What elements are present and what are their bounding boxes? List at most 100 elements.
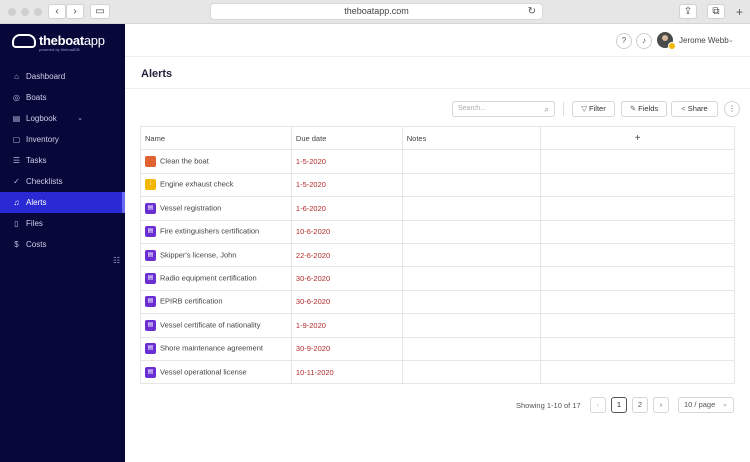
alert-name: Shore maintenance agreement [160, 343, 263, 353]
notes-cell[interactable] [401, 336, 542, 361]
new-tab-icon[interactable]: + [736, 5, 744, 19]
due-date-cell[interactable]: 30-6-2020 [290, 266, 403, 291]
user-name[interactable]: Jerome Webb [679, 36, 729, 45]
notes-cell[interactable] [401, 359, 542, 385]
reload-icon[interactable]: ↻ [527, 6, 536, 17]
chevron-left-icon[interactable]: ‹ [590, 397, 606, 413]
chevron-down-icon[interactable]: ⌄ [728, 37, 734, 44]
collapse-sidebar-icon[interactable]: ☷ [113, 256, 121, 265]
notification-bell-icon[interactable]: ♪ [636, 33, 652, 49]
alert-type-icon: ▤ [145, 296, 156, 308]
due-date-cell[interactable]: 10-6-2020 [290, 219, 403, 244]
due-date-cell[interactable]: 1-5-2020 [290, 149, 403, 174]
window-minimize-dot[interactable] [21, 8, 29, 16]
sidebar-item-tasks[interactable]: ☰ Tasks [0, 150, 125, 171]
sidebar-item-dashboard[interactable]: ⌂ Dashboard [0, 66, 125, 87]
window-close-dot[interactable] [8, 8, 16, 16]
table-row[interactable]: ▤ Vessel registration 1-6-2020 [140, 196, 735, 221]
page-1-button[interactable]: 1 [611, 397, 627, 413]
alert-name: Vessel registration [160, 203, 222, 213]
table-row[interactable]: Clean the boat 1-5-2020 [140, 149, 735, 174]
notes-cell[interactable] [401, 242, 542, 268]
alert-name-cell[interactable]: ⁞ Engine exhaust check [140, 172, 292, 198]
notes-cell[interactable] [401, 219, 542, 244]
table-row[interactable]: ▤ Skipper's license, John 22-6-2020 [140, 242, 735, 268]
due-date-cell[interactable]: 1-6-2020 [290, 196, 403, 221]
column-header-due-date[interactable]: Due date [290, 125, 403, 151]
sidebar-item-inventory[interactable]: ▢ Inventory [0, 129, 125, 150]
sidebar-item-logbook[interactable]: ▤ Logbook ⌄ [0, 108, 125, 129]
table-row[interactable]: ▤ Vessel operational license 10-11-2020 [140, 359, 735, 385]
page-size-select[interactable]: 10 / page ⌄ [678, 397, 734, 413]
window-zoom-dot[interactable] [34, 8, 42, 16]
search-input[interactable]: Search... ⌕ [452, 101, 555, 117]
add-column-icon[interactable]: + [540, 125, 735, 151]
alert-name-cell[interactable]: ▤ Skipper's license, John [140, 242, 292, 268]
notes-cell[interactable] [401, 196, 542, 221]
table-row[interactable]: ▤ Radio equipment certification 30-6-2020 [140, 266, 735, 291]
forward-icon[interactable]: › [66, 4, 84, 19]
table-header-row: Name Due date Notes + [140, 125, 735, 151]
fields-button[interactable]: ✎ Fields [621, 101, 667, 117]
table-row[interactable]: ▤ Fire extinguishers certification 10-6-20… [140, 219, 735, 244]
table-row[interactable]: ⁞ Engine exhaust check 1-5-2020 [140, 172, 735, 198]
alert-name-cell[interactable]: ▤ Radio equipment certification [140, 266, 292, 291]
sidebar-item-costs[interactable]: $ Costs [0, 234, 125, 255]
due-date-cell[interactable]: 22-6-2020 [290, 242, 403, 268]
share-icon[interactable]: ⇪ [679, 4, 697, 19]
notes-cell[interactable] [401, 172, 542, 198]
file-icon: ▯ [14, 219, 19, 228]
empty-cell [540, 219, 735, 244]
logo-subtitle: powered by theboatDB [39, 47, 80, 52]
sidebar-item-checklists[interactable]: ✓ Checklists [0, 171, 125, 192]
notes-cell[interactable] [401, 266, 542, 291]
column-header-name[interactable]: Name [140, 125, 292, 151]
column-header-notes[interactable]: Notes [401, 125, 542, 151]
help-icon[interactable]: ? [616, 33, 632, 49]
due-date-cell[interactable]: 1-5-2020 [290, 172, 403, 198]
page-2-button[interactable]: 2 [632, 397, 648, 413]
notes-cell[interactable] [401, 313, 542, 338]
alert-name-cell[interactable]: ▤ Vessel registration [140, 196, 292, 221]
main-content: ? ♪ Jerome Webb ⌄ Alerts Search... ⌕ ▽ Fi… [125, 24, 750, 462]
sidebar-toggle-icon[interactable]: ▭ [90, 4, 110, 19]
alert-name-cell[interactable]: ▤ Fire extinguishers certification [140, 219, 292, 244]
due-date-cell[interactable]: 30-9-2020 [290, 336, 403, 361]
alert-name-cell[interactable]: ▤ Vessel operational license [140, 359, 292, 385]
alert-type-icon: ▤ [145, 343, 156, 355]
alert-name-cell[interactable]: Clean the boat [140, 149, 292, 174]
alert-name-cell[interactable]: ▤ Shore maintenance agreement [140, 336, 292, 361]
alert-name: Clean the boat [160, 156, 209, 166]
empty-cell [540, 336, 735, 361]
alert-type-icon: ⁞ [145, 179, 156, 191]
share-button[interactable]: < Share [671, 101, 718, 117]
alert-name-cell[interactable]: ▤ Vessel certificate of nationality [140, 313, 292, 338]
notes-cell[interactable] [401, 289, 542, 315]
due-date-cell[interactable]: 1-9-2020 [290, 313, 403, 338]
sidebar-item-boats[interactable]: ◎ Boats [0, 87, 125, 108]
notes-cell[interactable] [401, 149, 542, 174]
empty-cell [540, 196, 735, 221]
sidebar-item-label: Checklists [26, 177, 63, 186]
box-icon: ▢ [12, 135, 21, 144]
sidebar-item-files[interactable]: ▯ Files [0, 213, 125, 234]
due-date-cell[interactable]: 10-11-2020 [290, 359, 403, 385]
divider [125, 88, 750, 89]
share-icon: < [681, 104, 686, 113]
alert-name-cell[interactable]: ▤ EPIRB certification [140, 289, 292, 315]
chevron-right-icon[interactable]: › [653, 397, 669, 413]
tabs-icon[interactable]: ⧉ [707, 4, 725, 19]
table-row[interactable]: ▤ Shore maintenance agreement 30-9-2020 [140, 336, 735, 361]
table-row[interactable]: ▤ Vessel certificate of nationality 1-9-20… [140, 313, 735, 338]
table-row[interactable]: ▤ EPIRB certification 30-6-2020 [140, 289, 735, 315]
back-icon[interactable]: ‹ [48, 4, 66, 19]
more-options-icon[interactable]: ⋮ [724, 101, 740, 117]
alert-type-icon: ▤ [145, 226, 156, 238]
alert-name: Skipper's license, John [160, 250, 237, 260]
sidebar-item-alerts[interactable]: ♫ Alerts [0, 192, 125, 213]
due-date-cell[interactable]: 30-6-2020 [290, 289, 403, 315]
empty-cell [540, 149, 735, 174]
top-header: ? ♪ Jerome Webb ⌄ [125, 24, 750, 57]
filter-button[interactable]: ▽ Filter [572, 101, 615, 117]
address-bar[interactable]: theboatapp.com ↻ [210, 3, 543, 20]
